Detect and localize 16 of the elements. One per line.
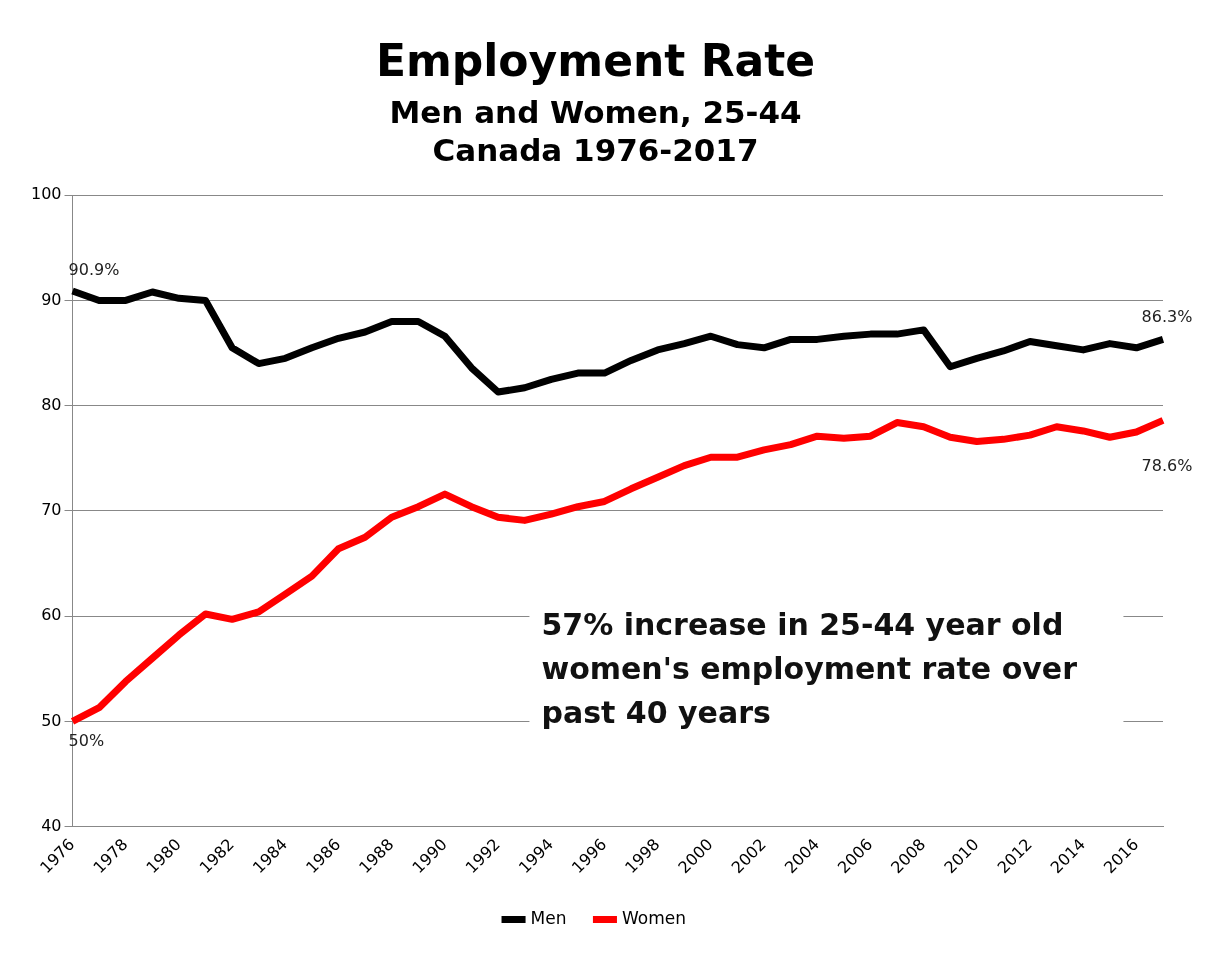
data-label: 50% <box>68 730 105 750</box>
y-tick-label: 60 <box>41 605 62 625</box>
y-tick-label: 90 <box>41 289 62 309</box>
chart-title: Employment Rate <box>375 34 816 86</box>
data-label: 90.9% <box>68 260 120 280</box>
data-label: 78.6% <box>1141 455 1193 475</box>
legend-label: Women <box>621 907 686 928</box>
chart-subtitle: Men and Women, 25-44 Canada 1976-2017 <box>389 94 802 168</box>
y-tick-label: 40 <box>41 815 62 835</box>
y-tick-label: 70 <box>41 500 62 520</box>
y-tick-label: 50 <box>41 710 62 730</box>
annotation: 57% increase in 25-44 year old women's employment rate over past 40 years <box>541 606 1078 730</box>
data-label: 86.3% <box>1141 306 1193 326</box>
legend-label: Men <box>530 907 567 928</box>
y-tick-label: 100 <box>30 184 62 204</box>
y-tick-label: 80 <box>41 394 62 414</box>
